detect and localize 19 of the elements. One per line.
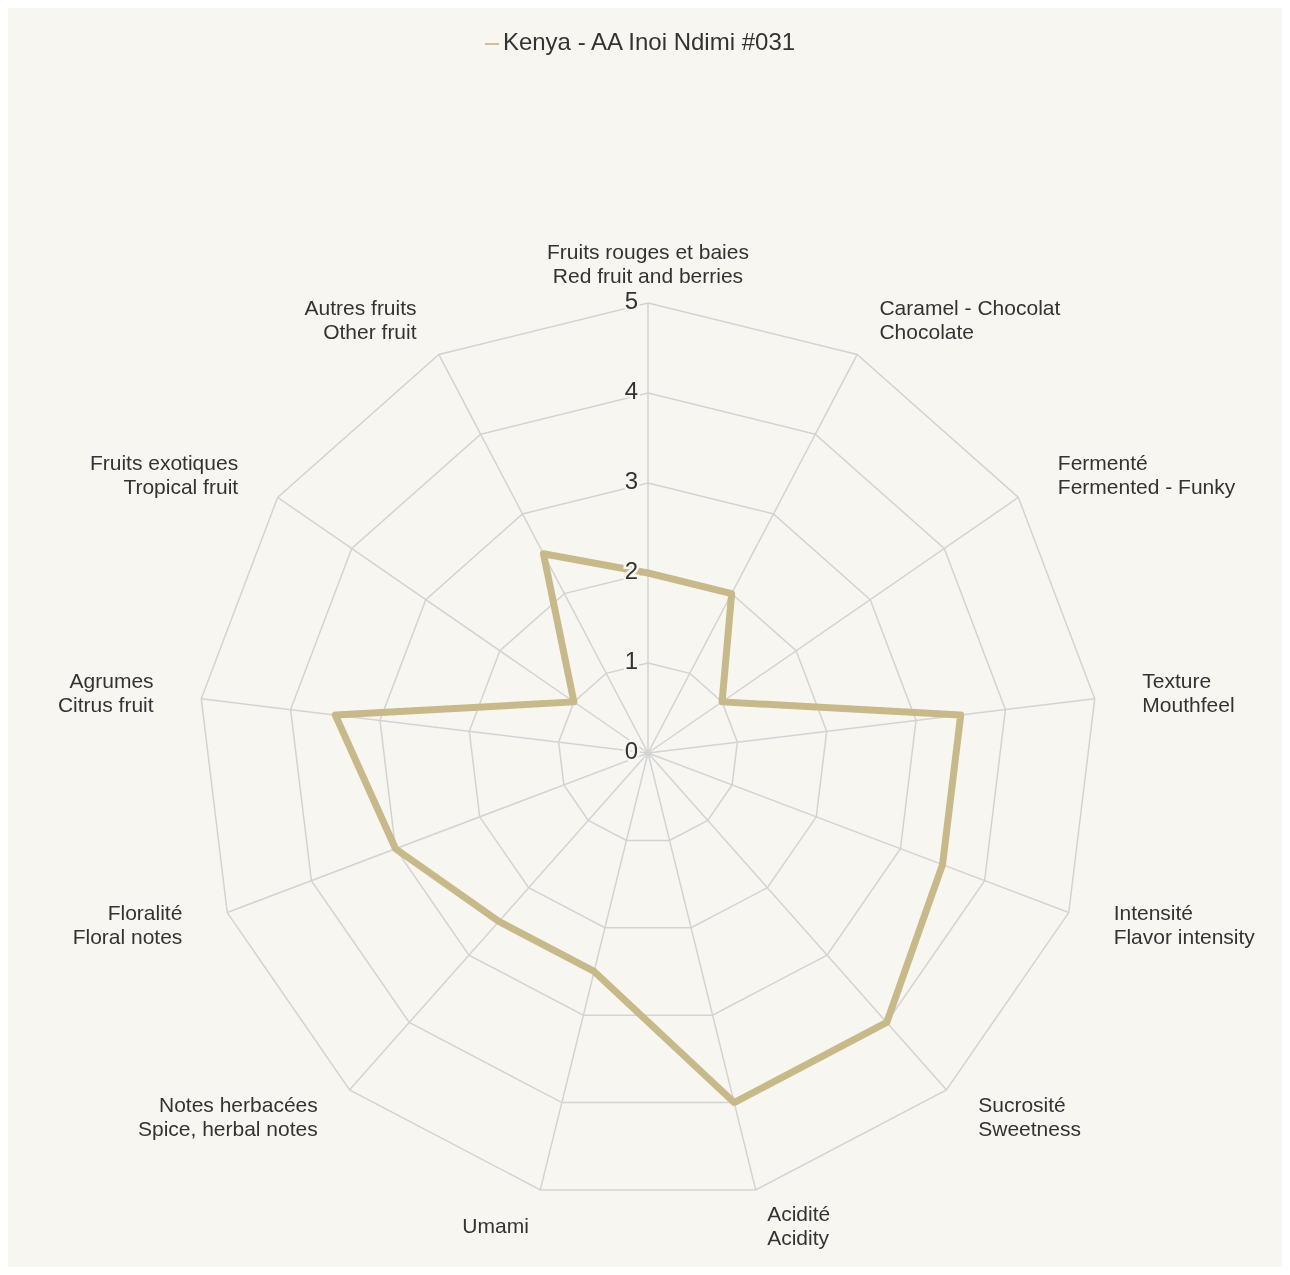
y-tick-label: 5 [624, 287, 638, 315]
spoke-label: Autres fruits Other fruit [304, 295, 417, 343]
y-tick-label: 4 [624, 377, 638, 405]
spoke-label: Intensité Flavor intensity [1113, 900, 1256, 948]
spoke-label: Fermenté Fermented - Funky [1057, 450, 1236, 498]
y-tick-label: 3 [624, 467, 638, 495]
spoke-label: Acidité Acidity [767, 1201, 831, 1249]
spoke-label: Sucrosité Sweetness [978, 1092, 1081, 1140]
spoke-label: Notes herbacées Spice, herbal notes [137, 1092, 318, 1140]
spoke-label: Fruits rouges et baies Red fruit and berries [547, 239, 749, 287]
legend-label: Kenya - AA Inoi Ndimi #031 [502, 28, 796, 55]
spoke-label: Caramel - Chocolat Chocolate [879, 295, 1061, 343]
spoke-label: Umami [462, 1213, 529, 1237]
y-tick-label: 0 [624, 737, 638, 765]
spoke-label: Agrumes Citrus fruit [57, 668, 154, 716]
spoke-label: Texture Mouthfeel [1142, 668, 1235, 716]
y-tick-label: 1 [624, 647, 638, 675]
spoke-label: Fruits exotiques Tropical fruit [89, 450, 239, 498]
spoke-label: Floralité Floral notes [72, 900, 183, 948]
